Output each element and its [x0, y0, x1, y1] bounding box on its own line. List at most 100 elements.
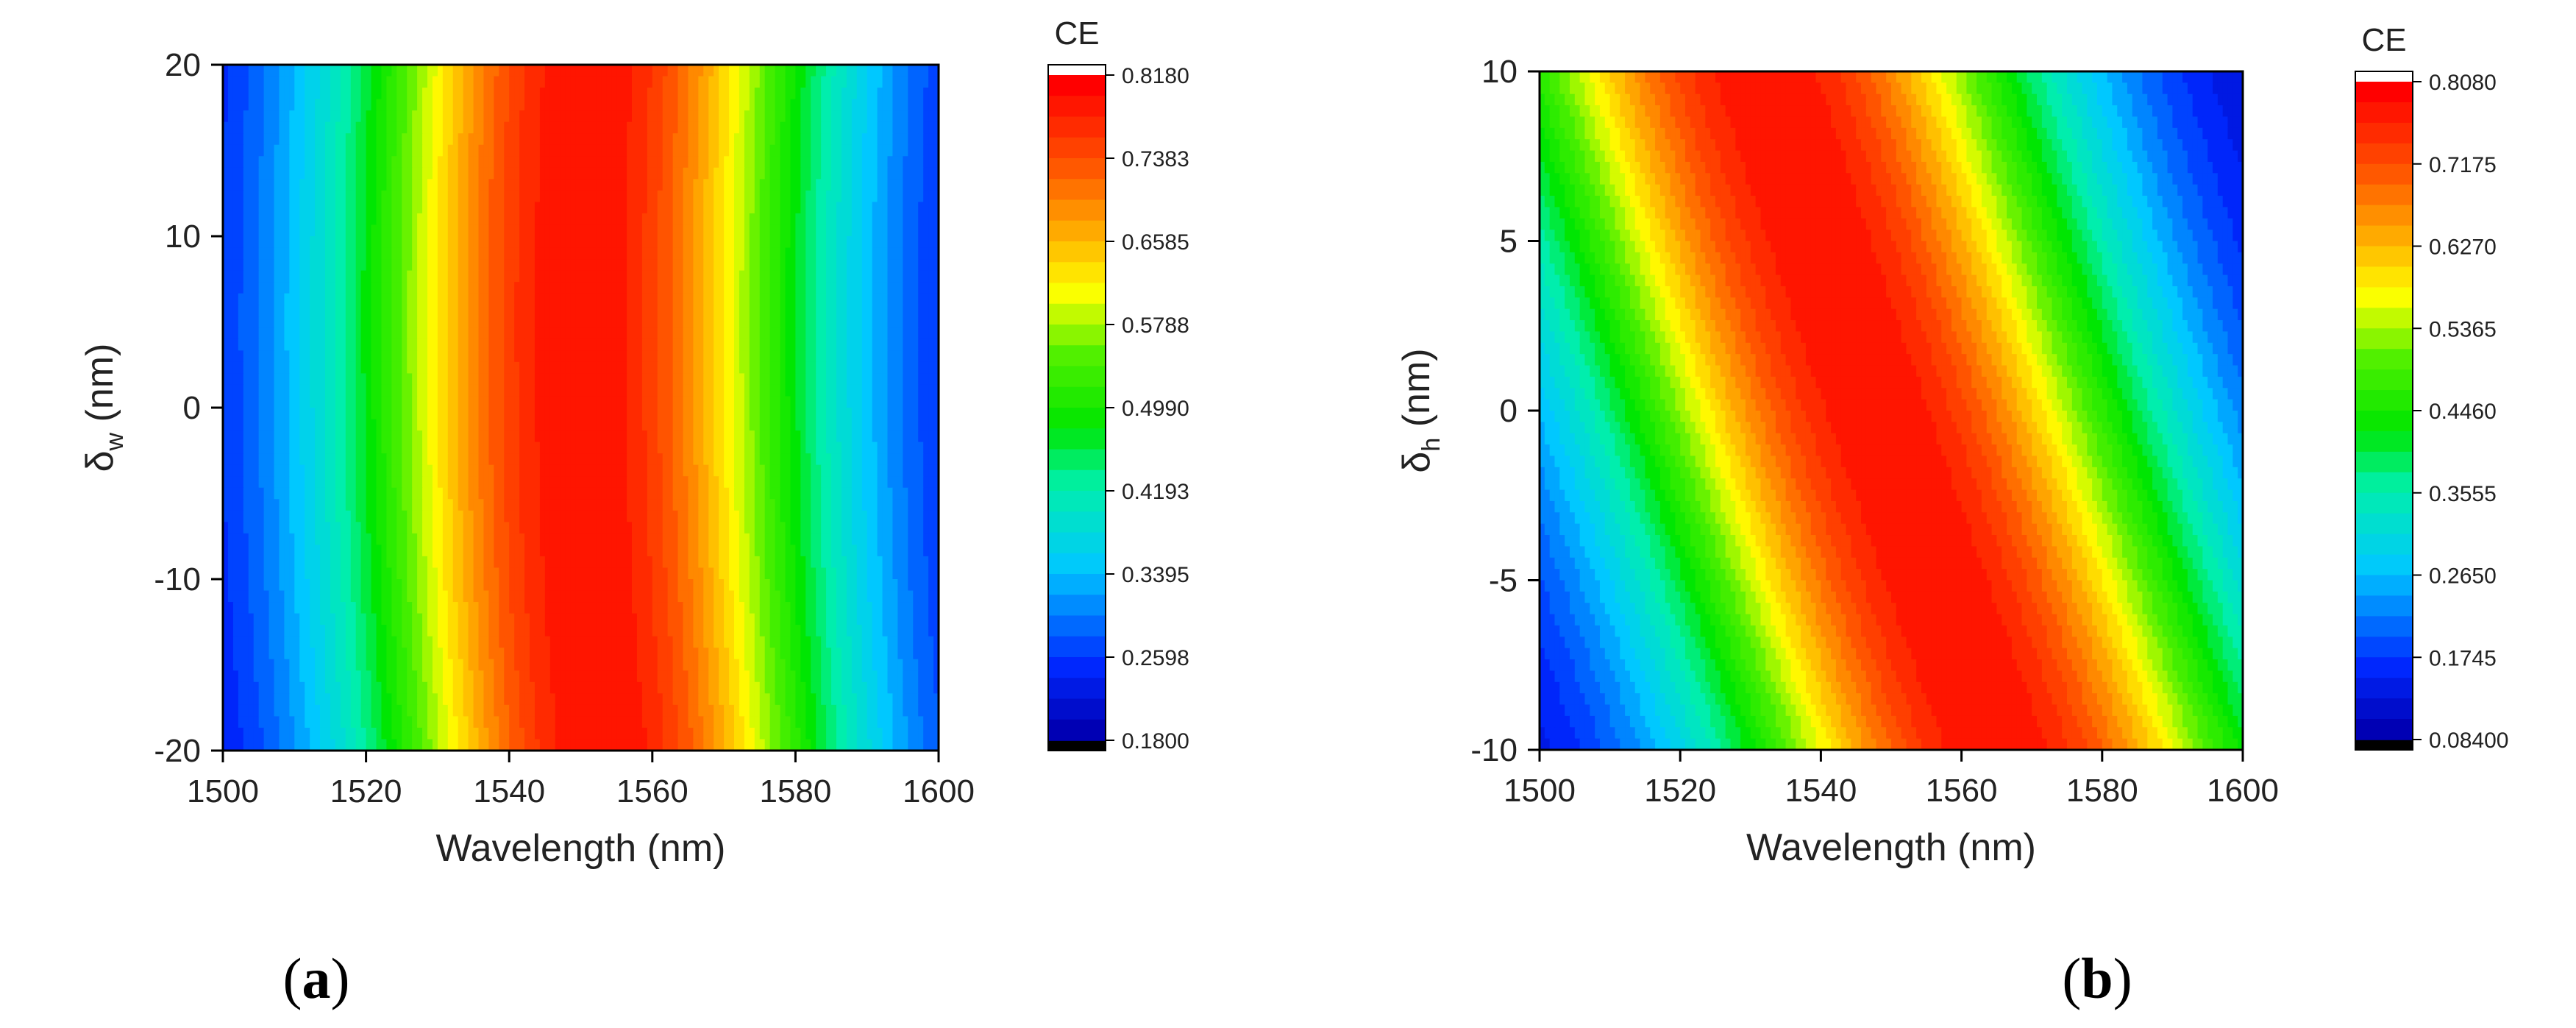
heatmap-cell [335, 76, 341, 88]
heatmap-cell [636, 110, 643, 123]
heatmap-cell [703, 190, 710, 203]
heatmap-cell [580, 247, 587, 260]
heatmap-cell [611, 110, 617, 123]
heatmap-cell [872, 442, 878, 454]
heatmap-cell [580, 167, 587, 180]
heatmap-cell [918, 167, 924, 180]
heatmap-cell [555, 442, 561, 454]
heatmap-cell [504, 247, 510, 260]
heatmap-cell [872, 110, 878, 123]
heatmap-cell [821, 270, 827, 283]
heatmap-cell [427, 99, 433, 111]
heatmap-cell [544, 270, 551, 283]
heatmap-cell [611, 464, 617, 477]
heatmap-cell [253, 361, 260, 375]
heatmap-cell [360, 65, 367, 77]
heatmap-cell [274, 373, 280, 386]
heatmap-cell [350, 305, 357, 317]
heatmap-cell [243, 327, 249, 340]
heatmap-cell [452, 361, 459, 375]
heatmap-cell [478, 88, 485, 100]
heatmap-cell [499, 202, 505, 214]
heatmap-cell [555, 179, 561, 191]
heatmap-cell [627, 167, 633, 180]
heatmap-cell [739, 338, 745, 352]
heatmap-cell [714, 190, 719, 203]
heatmap-cell [688, 338, 694, 352]
heatmap-cell [744, 270, 750, 283]
heatmap-cell [662, 144, 669, 157]
heatmap-cell [611, 99, 617, 111]
heatmap-cell [672, 121, 679, 134]
heatmap-cell [549, 76, 556, 88]
heatmap-cell [708, 259, 714, 272]
heatmap-cell [284, 133, 291, 146]
heatmap-cell [560, 464, 566, 477]
heatmap-cell [586, 350, 592, 363]
heatmap-cell [530, 156, 536, 169]
heatmap-cell [432, 88, 438, 100]
heatmap-cell [294, 408, 301, 420]
heatmap-cell [744, 65, 750, 77]
heatmap-cell [698, 65, 705, 77]
heatmap-cell [279, 88, 285, 100]
heatmap-cell [488, 293, 495, 305]
heatmap-cell [289, 350, 296, 363]
heatmap-cell [683, 293, 689, 305]
heatmap-cell [672, 167, 679, 180]
heatmap-cell [575, 133, 582, 146]
heatmap-cell [422, 179, 428, 191]
heatmap-cell [632, 202, 638, 214]
heatmap-cell [447, 384, 454, 397]
heatmap-cell [355, 384, 362, 397]
heatmap-cell [908, 338, 914, 352]
heatmap-cell [519, 373, 525, 386]
heatmap-cell [657, 65, 663, 77]
heatmap-cell [248, 156, 255, 169]
heatmap-cell [805, 316, 812, 329]
heatmap-cell [289, 373, 296, 386]
heatmap-cell [811, 247, 816, 260]
heatmap-cell [530, 121, 536, 134]
heatmap-cell [514, 361, 520, 375]
heatmap-cell [494, 327, 500, 340]
heatmap-cell [913, 144, 919, 157]
heatmap-cell [402, 327, 408, 340]
heatmap-cell [350, 396, 357, 408]
heatmap-cell [473, 76, 480, 88]
heatmap-cell [775, 373, 781, 386]
heatmap-cell [632, 316, 638, 329]
heatmap-cell [892, 384, 899, 397]
heatmap-cell [708, 384, 714, 397]
heatmap-cell [800, 156, 807, 169]
heatmap-cell [591, 156, 597, 169]
heatmap-cell [223, 156, 229, 169]
heatmap-cell [442, 327, 449, 340]
heatmap-cell [724, 179, 730, 191]
heatmap-cell [652, 144, 658, 157]
heatmap-cell [749, 224, 755, 237]
heatmap-cell [897, 419, 904, 431]
heatmap-cell [821, 408, 827, 420]
heatmap-cell [289, 167, 296, 180]
heatmap-cell [289, 338, 296, 352]
heatmap-cell [831, 419, 837, 431]
heatmap-cell [376, 179, 383, 191]
heatmap-cell [616, 293, 622, 305]
heatmap-cell [846, 213, 853, 226]
heatmap-cell [872, 305, 878, 317]
heatmap-cell [903, 190, 909, 203]
heatmap-cell [780, 65, 786, 77]
heatmap-cell [243, 316, 249, 329]
heatmap-cell [565, 65, 572, 77]
heatmap-cell [253, 65, 260, 77]
heatmap-cell [683, 282, 689, 294]
heatmap-cell [764, 156, 771, 169]
heatmap-cell [749, 453, 755, 466]
heatmap-cell [693, 338, 700, 352]
heatmap-cell [667, 236, 674, 249]
heatmap-cell [524, 384, 530, 397]
heatmap-cell [596, 305, 602, 317]
heatmap-cell [407, 453, 413, 466]
heatmap-cell [355, 76, 362, 88]
